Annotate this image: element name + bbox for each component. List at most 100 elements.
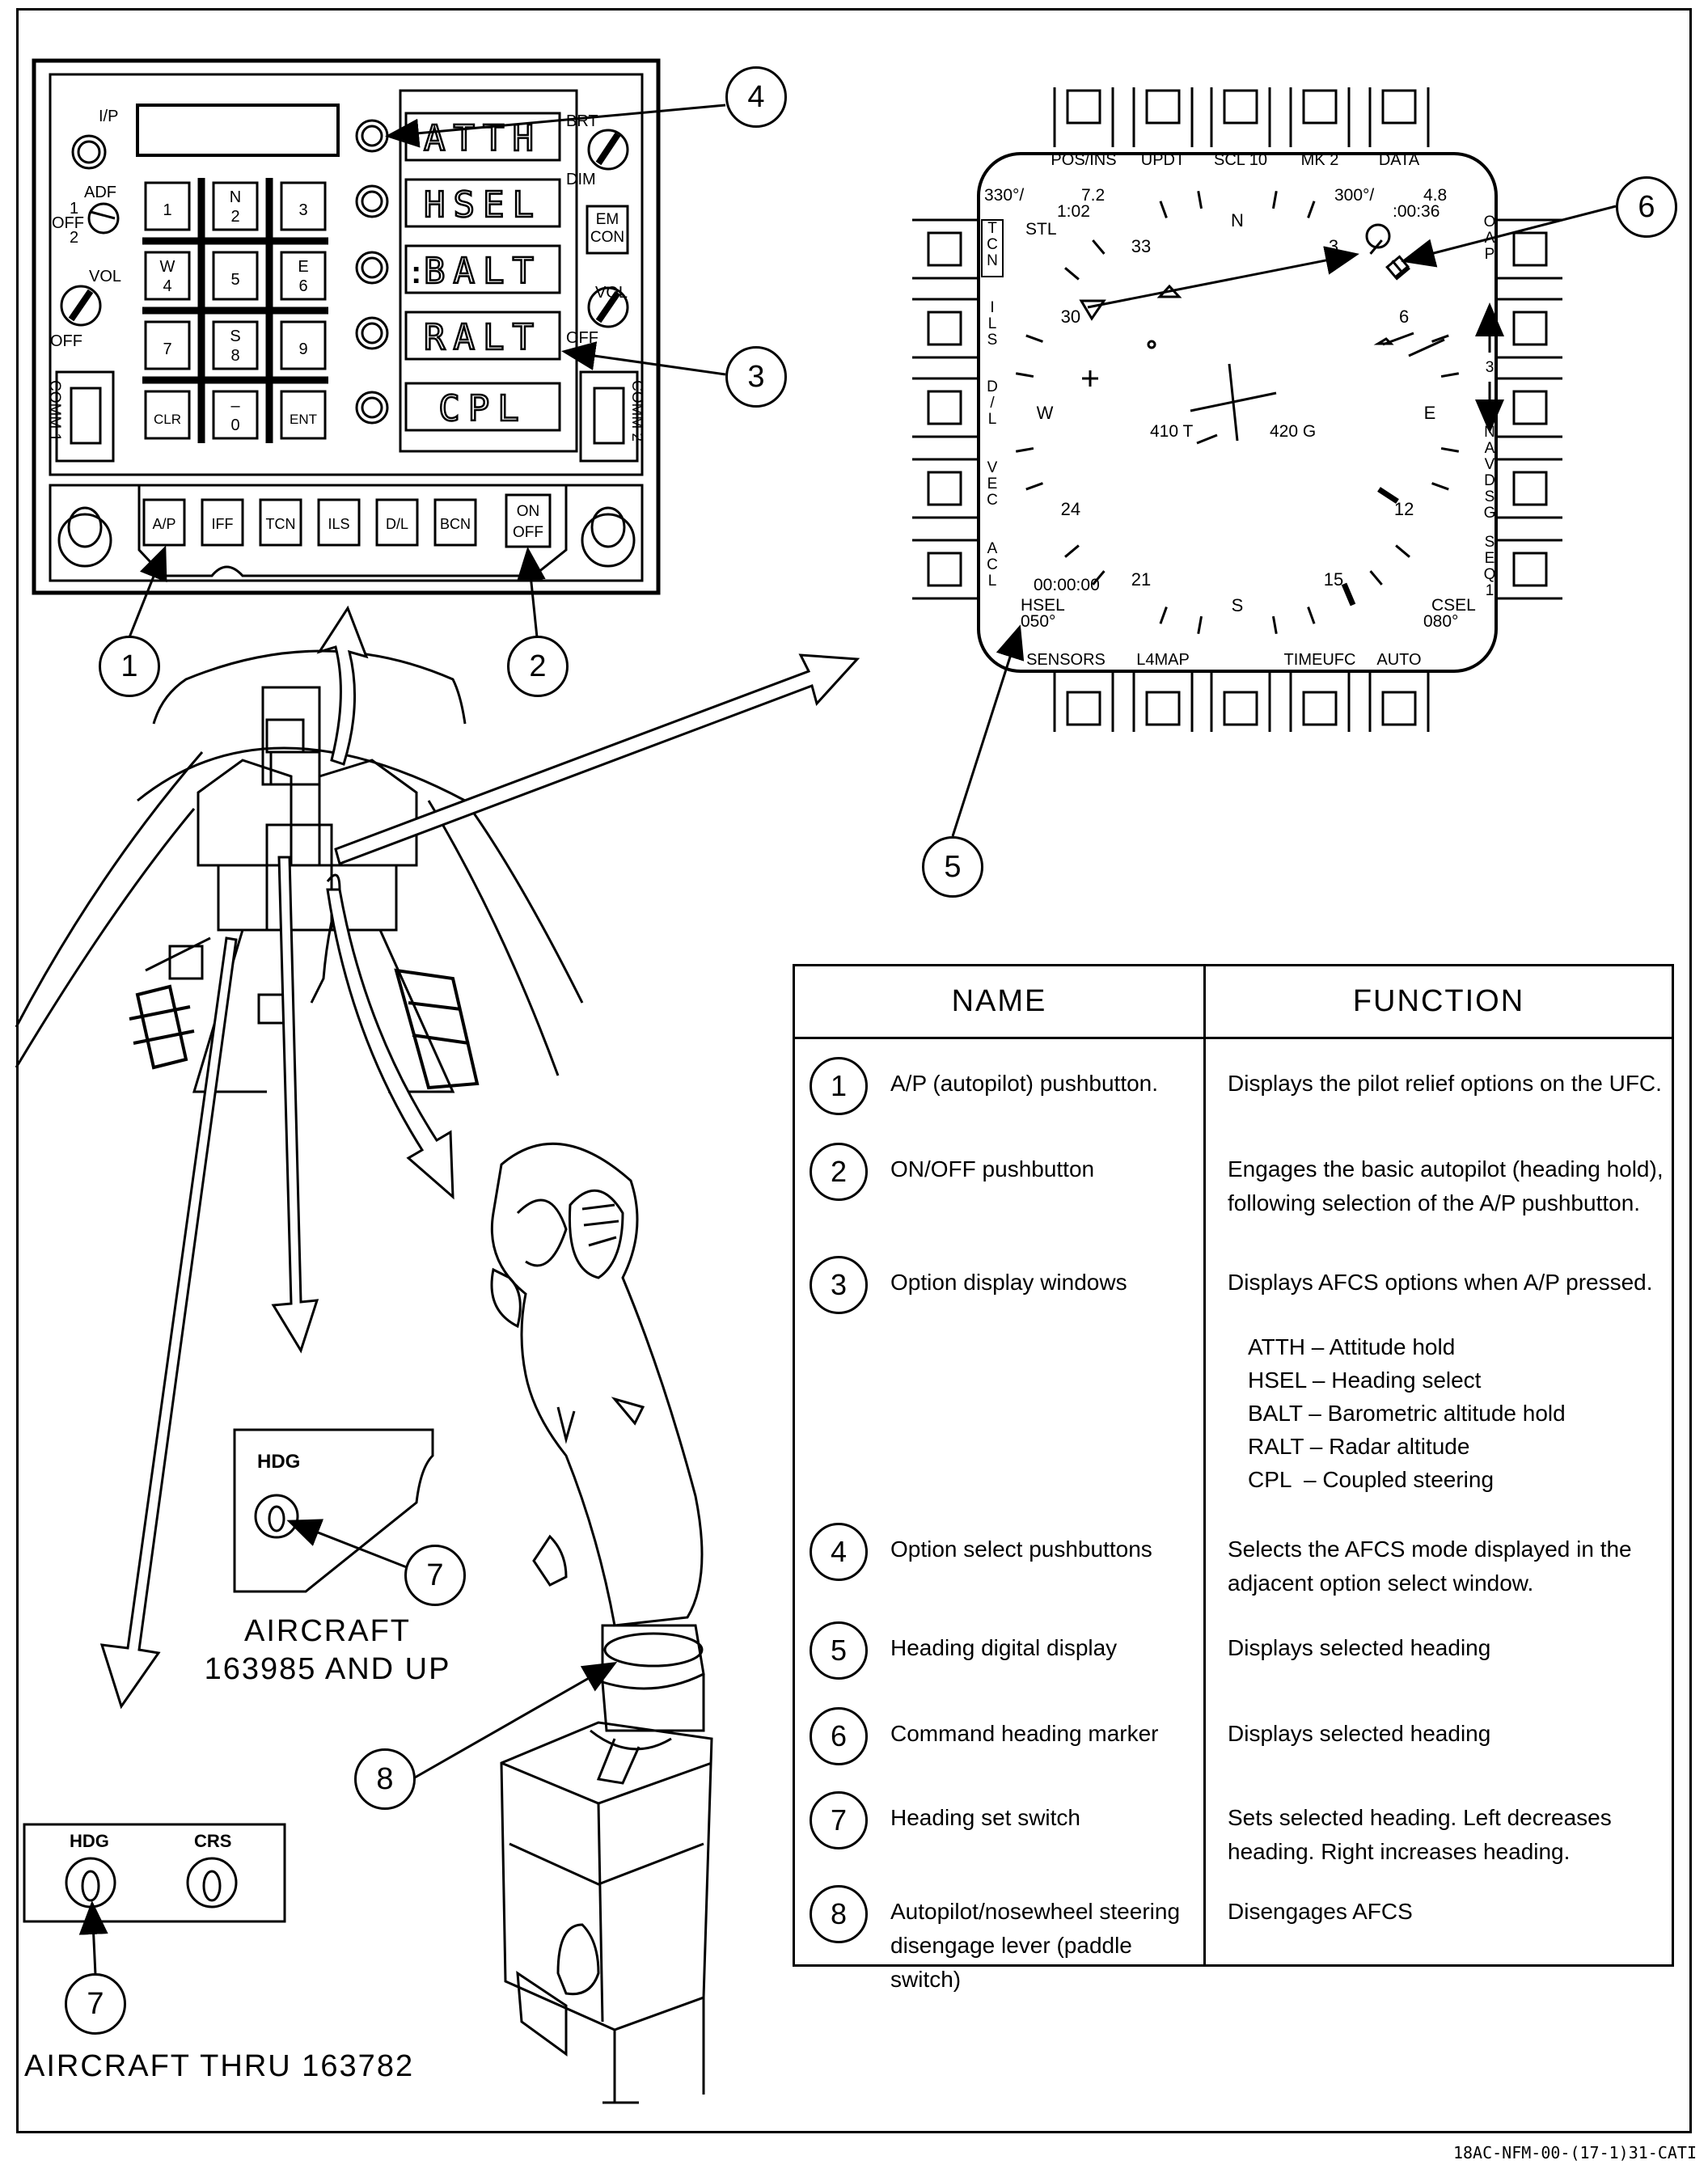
keypad-key-top: – [230, 397, 240, 415]
ufc-comm2-label: COMM 2 [628, 380, 645, 442]
legend-option: ATTH – Attitude hold [1248, 1334, 1456, 1359]
keypad-key-8[interactable]: 8 [230, 347, 239, 365]
hdg-label-new: HDG [257, 1451, 300, 1473]
figure-frame [16, 8, 1692, 2133]
hsi-tr-distance: 4.8 [1423, 186, 1447, 205]
ufc-on-label: ON [517, 503, 540, 520]
callout-7-old: 7 [65, 1973, 126, 2035]
legend-header-function: FUNCTION [1206, 966, 1672, 1039]
hsi-top-button[interactable] [1145, 89, 1181, 125]
crs-switch-old[interactable] [186, 1857, 238, 1909]
option-window-balt: BALT [424, 251, 542, 292]
keypad-key-6[interactable]: 6 [298, 277, 307, 295]
function-button-dl[interactable]: D/L [386, 516, 408, 532]
compass-label: 21 [1131, 569, 1151, 590]
hsi-left-label-char: D [987, 378, 998, 395]
ufc-vol-off: OFF [50, 332, 82, 350]
hsi-left-label-char: / [990, 395, 995, 412]
leader-7-old [78, 1900, 108, 1976]
hsi-left-button[interactable] [927, 471, 962, 506]
hdg-set-switch-new[interactable] [254, 1494, 299, 1539]
keypad-key-3[interactable]: 3 [298, 201, 307, 219]
callout-8: 8 [354, 1748, 416, 1810]
hdg-label-old: HDG [70, 1831, 109, 1851]
hsi-bottom-button[interactable] [1145, 691, 1181, 726]
compass-tick [1271, 615, 1278, 635]
compass-tick [1064, 544, 1080, 558]
keypad-key-9[interactable]: 9 [298, 340, 307, 358]
document-id: 18AC-NFM-00-(17-1)31-CATI [1452, 2143, 1697, 2162]
function-button-ils[interactable]: ILS [328, 516, 349, 532]
hsi-right-button[interactable] [1512, 231, 1548, 267]
hsi-left-label-char: L [988, 411, 997, 428]
hsi-bottom-button[interactable] [1302, 691, 1338, 726]
hsi-right-button[interactable] [1512, 390, 1548, 425]
hsi-side-pushbuttons[interactable] [912, 218, 1562, 732]
hsi-top-pushbuttons[interactable] [1053, 87, 1430, 147]
compass-tick [1159, 201, 1168, 218]
legend-row-number: 2 [810, 1143, 868, 1201]
compass-tick [1307, 607, 1316, 624]
hsi-left-label: ACL [987, 540, 998, 590]
hsi-right-button[interactable] [1512, 552, 1548, 587]
hsi-top-button[interactable] [1302, 89, 1338, 125]
hsi-bottom-button[interactable] [1223, 691, 1258, 726]
hsi-left-label: D/L [987, 378, 998, 428]
keypad-key-4[interactable]: 4 [163, 277, 171, 295]
compass-label: 15 [1324, 569, 1343, 590]
balt-cue-colon: : [411, 255, 421, 290]
hsi-hsel-value: 050° [1021, 612, 1055, 631]
hdg-switch-old[interactable] [65, 1857, 116, 1909]
keypad-key-5[interactable]: 5 [230, 271, 239, 289]
hsi-right-button[interactable] [1512, 471, 1548, 506]
option-select-pushbuttons[interactable] [355, 119, 389, 425]
legend-row-function: Sets selected heading. Left decreases he… [1228, 1805, 1612, 1864]
function-button-tcn[interactable]: TCN [266, 516, 296, 532]
compass-label: 12 [1394, 499, 1414, 519]
callout-7-new: 7 [404, 1545, 466, 1606]
hsi-right-label-char: 3 [1486, 359, 1494, 376]
keypad-key-0[interactable]: 0 [230, 416, 239, 434]
legend-option: CPL – Coupled steering [1248, 1467, 1494, 1492]
ufc-comm-labels: COMM 1 COMM 2 [46, 380, 645, 442]
legend-row-function: Displays the pilot relief options on the… [1228, 1071, 1662, 1096]
hsi-bottom-button[interactable] [1066, 691, 1101, 726]
hsi-right-label-char: G [1484, 505, 1496, 522]
hsi-bottom-button[interactable] [1381, 691, 1417, 726]
hsi-top-button[interactable] [1223, 89, 1258, 125]
option-window-ralt: RALT [424, 317, 542, 358]
callout-4: 4 [725, 66, 787, 128]
hsi-left-button[interactable] [927, 311, 962, 346]
compass-tick [1431, 482, 1449, 491]
keypad-key-ent[interactable]: ENT [290, 412, 317, 427]
hsi-top-button[interactable] [1381, 89, 1417, 125]
hsi-top-button[interactable] [1066, 89, 1101, 125]
hsi-left-button[interactable] [927, 231, 962, 267]
hsi-left-button[interactable] [927, 552, 962, 587]
legend-row-function: Selects the AFCS mode displayed in the a… [1228, 1537, 1632, 1596]
hsi-bottom-label: TIMEUFC [1284, 651, 1356, 669]
compass-tick [1395, 544, 1410, 558]
hsi-right-label-char: E [1485, 550, 1495, 567]
legend-row-function: Displays selected heading [1228, 1721, 1491, 1746]
caption-old-aircraft: AIRCRAFT THRU 163782 [24, 2049, 415, 2083]
ufc-adf-off: OFF [52, 214, 84, 232]
compass-tick [1015, 372, 1034, 378]
hsi-csel-label: CSEL [1431, 596, 1476, 615]
caption-new-aircraft: AIRCRAFT 163985 AND UP [166, 1614, 489, 1687]
hsi-ground-speed: 420 G [1270, 422, 1316, 441]
keypad-key-1[interactable]: 1 [163, 201, 171, 219]
hsi-right-button[interactable] [1512, 311, 1548, 346]
ufc-emcon-button[interactable]: EM CON [587, 206, 628, 253]
keypad-key-2[interactable]: 2 [230, 208, 239, 226]
function-button-bcn[interactable]: BCN [440, 516, 471, 532]
function-button-ap[interactable]: A/P [152, 516, 175, 532]
compass-tick [1197, 615, 1203, 635]
legend-row-name: Option display windows [890, 1270, 1127, 1295]
keypad-key-7[interactable]: 7 [163, 340, 171, 358]
function-button-iff[interactable]: IFF [212, 516, 234, 532]
hsi-left-button[interactable] [927, 390, 962, 425]
legend-row-number: 7 [810, 1791, 868, 1849]
keypad-key-clr[interactable]: CLR [154, 412, 181, 427]
